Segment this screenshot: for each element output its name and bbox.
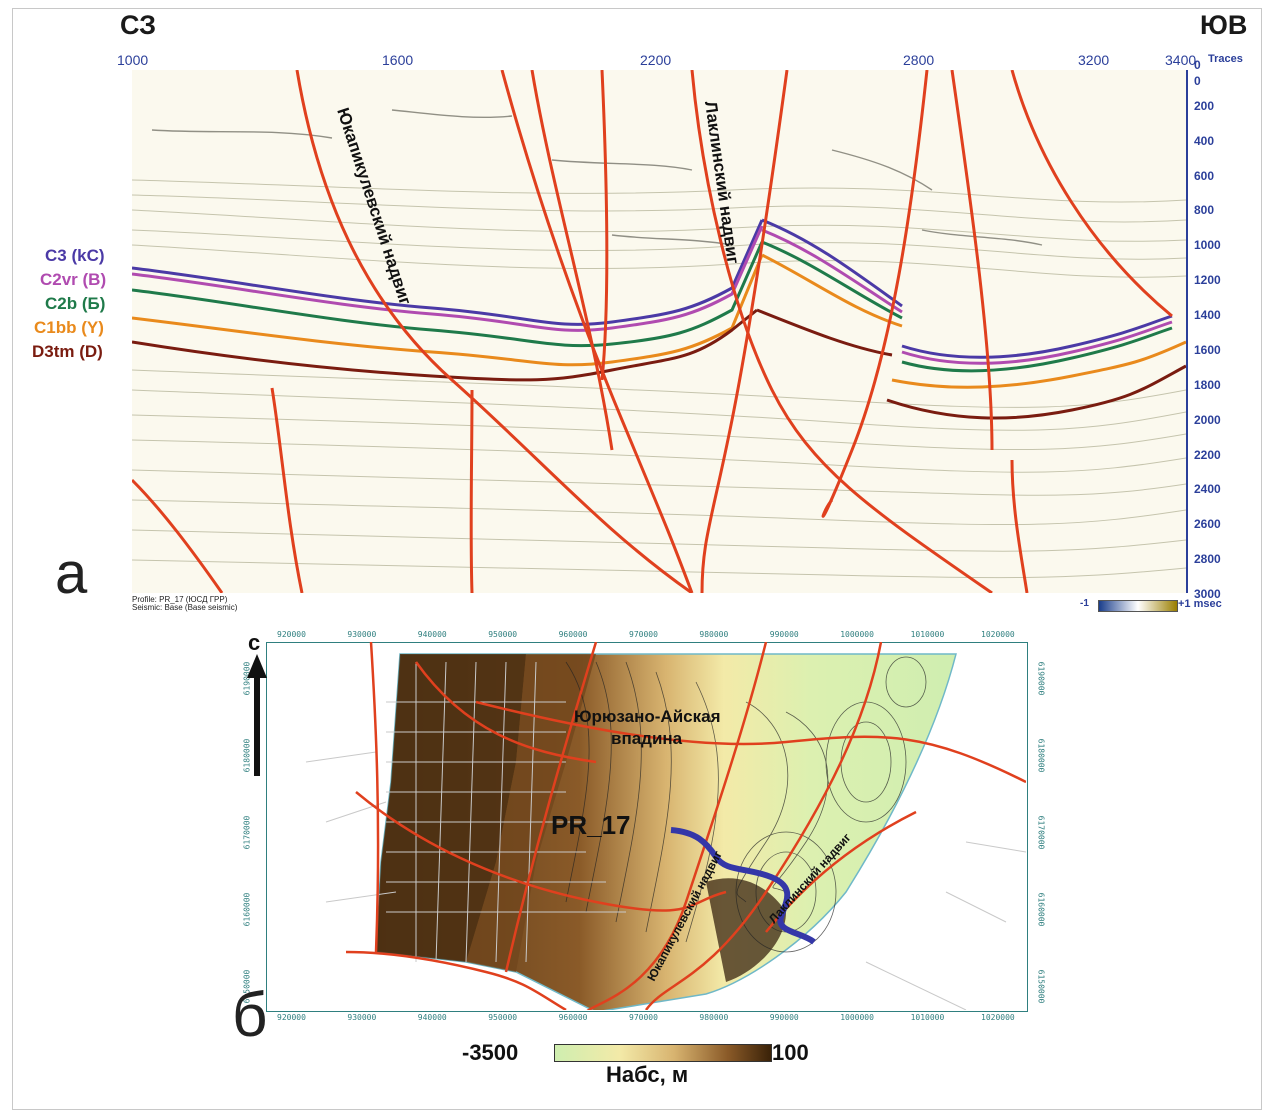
depth-colorbar xyxy=(554,1044,772,1062)
north-arrow-icon xyxy=(247,654,267,776)
panel-letter-a: а xyxy=(55,541,88,606)
depth-tick: 1200 xyxy=(1194,273,1221,288)
seismic-caption: Seismic: Base (Base seismic) xyxy=(132,603,238,612)
colorbar-min: -1 xyxy=(1080,598,1089,609)
map-svg: Юрюзано-Айская впадина PR_17 Юкапикулевс… xyxy=(305,642,1026,1010)
depth-tick: 600 xyxy=(1194,168,1215,183)
depth-tick: 1800 xyxy=(1194,377,1221,392)
structure-map: Юрюзано-Айская впадина PR_17 Юкапикулевс… xyxy=(266,642,1026,1010)
map-x-tick: 990000 xyxy=(769,1013,799,1022)
map-x-tick: 930000 xyxy=(347,630,377,639)
trace-tick: 1000 xyxy=(117,52,149,68)
map-x-tick: 970000 xyxy=(629,1013,658,1022)
trace-tick: 1600 xyxy=(382,52,414,68)
figure-frame xyxy=(12,8,1262,1110)
trace-tick: 2800 xyxy=(903,52,935,68)
map-y-tick: 6170000 xyxy=(242,815,252,850)
map-x-tick: 950000 xyxy=(488,1013,518,1022)
depth-tick: 200 xyxy=(1194,98,1215,113)
depth-tick: 0 xyxy=(1194,74,1201,88)
map-x-tick: 970000 xyxy=(629,630,658,639)
map-x-tick: 1010000 xyxy=(910,630,945,639)
horizon-label-c2b: C2b (Б) xyxy=(45,294,106,313)
basin-label-line2: впадина xyxy=(611,729,683,748)
depth-tick: 2000 xyxy=(1194,412,1221,427)
depth-scale-min: -3500 xyxy=(462,1040,519,1065)
map-x-tick: 930000 xyxy=(347,1013,377,1022)
map-x-tick: 960000 xyxy=(558,630,588,639)
map-x-tick: 1000000 xyxy=(840,630,874,639)
trace-tick: 3200 xyxy=(1078,52,1110,68)
map-y-tick: 6160000 xyxy=(1036,892,1046,927)
depth-axis-line xyxy=(1186,70,1188,593)
colorbar-max: +1 msec xyxy=(1178,598,1222,610)
map-y-tick: 6180000 xyxy=(1036,738,1046,773)
map-x-tick: 1020000 xyxy=(981,1013,1015,1022)
horizon-label-d3tm: D3tm (D) xyxy=(32,342,103,361)
direction-se: ЮВ xyxy=(1200,10,1248,40)
map-x-tick: 940000 xyxy=(417,1013,447,1022)
map-y-tick: 6190000 xyxy=(1036,661,1046,696)
map-x-tick: 980000 xyxy=(699,1013,729,1022)
map-x-tick: 980000 xyxy=(699,630,729,639)
map-x-tick: 950000 xyxy=(488,630,518,639)
horizon-lines xyxy=(132,218,1186,420)
depth-tick: 2400 xyxy=(1194,482,1221,497)
map-x-tick: 1000000 xyxy=(840,1013,874,1022)
seismic-svg: Юкапикулевский надвиг Лаклинский надвиг xyxy=(132,70,1186,593)
horizon-label-c1bb: C1bb (Y) xyxy=(34,318,104,337)
horizon-label-c3: C3 (kC) xyxy=(45,246,105,265)
depth-tick: 0 xyxy=(1194,58,1201,72)
fault-lines xyxy=(132,70,1173,593)
strong-reflectors xyxy=(151,109,1043,246)
map-x-tick: 1020000 xyxy=(981,630,1015,639)
amplitude-colorbar xyxy=(1098,600,1178,612)
map-x-tick: 990000 xyxy=(769,630,799,639)
map-x-tick: 1010000 xyxy=(910,1013,945,1022)
trace-tick: 2200 xyxy=(640,52,672,68)
depth-scale-max: 100 xyxy=(772,1040,809,1065)
seismic-section: Юкапикулевский надвиг Лаклинский надвиг xyxy=(132,70,1186,593)
depth-tick: 800 xyxy=(1194,203,1215,218)
map-x-tick: 920000 xyxy=(277,1013,306,1022)
map-y-tick: 6160000 xyxy=(242,892,252,927)
map-x-tick: 960000 xyxy=(558,1013,588,1022)
depth-scale-title: Набс, м xyxy=(606,1062,689,1087)
panel-letter-b: б xyxy=(232,981,268,1050)
depth-tick: 1600 xyxy=(1194,342,1221,357)
map-x-tick: 920000 xyxy=(277,630,306,639)
profile-line xyxy=(670,827,816,945)
trace-tick: 3400 xyxy=(1165,52,1197,68)
trace-unit-label: Traces xyxy=(1208,53,1243,65)
depth-tick: 2600 xyxy=(1194,517,1221,532)
horizon-label-c2vr: C2vr (B) xyxy=(40,270,107,289)
depth-tick: 1400 xyxy=(1194,308,1221,323)
map-x-tick: 940000 xyxy=(417,630,447,639)
north-label: с xyxy=(248,630,261,655)
basin-label-line1: Юрюзано-Айская xyxy=(574,707,721,726)
map-y-tick: 6150000 xyxy=(1036,969,1046,1004)
profile-caption: Profile: PR_17 (ЮСД ГРР) xyxy=(132,595,228,604)
profile-label: PR_17 xyxy=(551,810,631,840)
map-y-tick: 6170000 xyxy=(1036,815,1046,850)
depth-tick: 3000 xyxy=(1194,587,1221,601)
depth-tick: 1000 xyxy=(1194,238,1221,253)
depth-tick: 2800 xyxy=(1194,552,1221,567)
depth-tick: 2200 xyxy=(1194,447,1221,462)
map-fault-lines xyxy=(345,642,1026,1010)
depth-tick: 400 xyxy=(1194,133,1215,148)
direction-nw: СЗ xyxy=(120,10,157,40)
